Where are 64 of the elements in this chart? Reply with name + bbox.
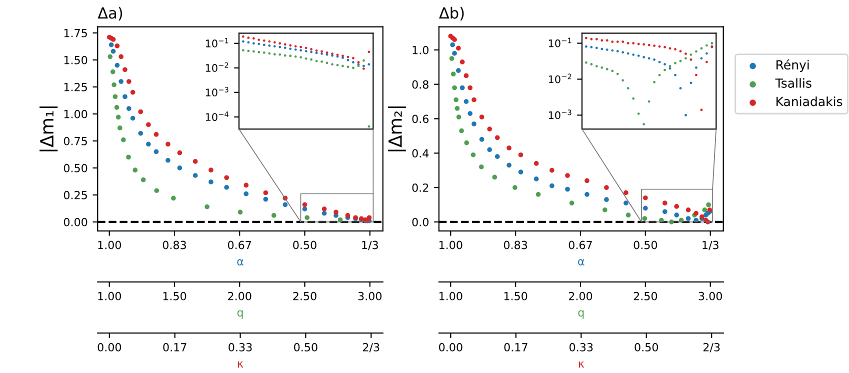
y-tick-label: 1.0 [412,46,428,54]
y-tick-label: 0.8 [412,80,428,89]
x2-tick-label: 1.50 [504,292,528,300]
x-tick-label: 0.67 [568,240,592,250]
y-tick-label: 10$^{−3}$ [548,110,572,120]
x2-axis-title: q [237,310,243,319]
x-tick-label: 0.67 [228,240,252,250]
y-tick-label: 10$^{−2}$ [206,62,228,72]
legend-label: Rényi [776,59,809,72]
legend-label: Tsallis [775,78,812,88]
x-axis-title: α [578,259,584,266]
x-tick-label: 0.83 [162,240,186,250]
x2-tick-label: 2.00 [568,292,592,300]
text: κ [578,361,584,368]
x-tick-label: 1/3 [702,240,718,250]
chart-title: Δb) [439,6,464,21]
y-tick-label: 0.4 [412,149,429,158]
text: 0.00 [439,343,462,352]
text: κ [238,361,244,368]
y-tick-label: 1.75 [64,29,87,38]
y-axis-title: |Δm₂| [388,106,406,152]
y-tick-label: 0.0 [412,218,428,226]
legend-label: Kaniadakis [776,96,842,106]
text: 2/3 [362,343,380,352]
x2-tick-label: 2.50 [634,292,658,300]
x-tick-label: 1.00 [98,240,121,250]
x2-axis-title: q [578,310,584,319]
y-axis-title: |Δm₁| [40,106,58,152]
y-tick-label: 0.6 [412,114,429,124]
x-tick-label: 1/3 [362,240,378,250]
y-tick-label: 0.50 [64,164,88,172]
y-tick-label: 1.00 [64,110,88,118]
text: 0.33 [570,343,593,352]
x2-tick-label: 1.00 [439,292,462,300]
text: 0.50 [294,343,318,352]
x-tick-label: 1.00 [439,240,462,250]
text: 0.17 [163,343,186,352]
x2-tick-label: 3.00 [698,292,722,300]
x2-tick-label: 2.00 [228,292,252,300]
x-axis-title: α [237,259,244,266]
y-tick-label: 1.25 [64,82,87,92]
x-tick-label: 0.50 [293,240,316,250]
text: 0.50 [634,343,658,352]
y-tick-label: 10$^{−1}$ [206,38,228,48]
y-tick-label: 10$^{−1}$ [548,38,572,48]
text: 0.17 [504,343,528,352]
x-tick-label: 0.50 [634,240,658,250]
y-tick-label: 0.75 [64,136,87,146]
y-tick-label: 10$^{−2}$ [548,74,572,84]
text: 0.33 [228,343,252,352]
x2-tick-label: 2.50 [293,292,316,300]
x2-tick-label: 3.00 [358,292,382,300]
text: 2/3 [703,343,720,352]
x2-tick-label: 1.00 [98,292,121,300]
y-tick-label: 1.50 [64,56,88,64]
chart-title: Δa) [98,6,122,21]
text: 0.00 [98,343,122,352]
y-tick-label: 0.00 [64,218,88,226]
x2-tick-label: 1.50 [163,292,186,300]
y-tick-label: 10$^{−3}$ [206,86,228,96]
x-tick-label: 0.83 [504,240,528,250]
y-tick-label: 0.25 [64,190,87,200]
y-tick-label: 10$^{−4}$ [206,112,228,121]
y-tick-label: 0.2 [412,184,428,192]
